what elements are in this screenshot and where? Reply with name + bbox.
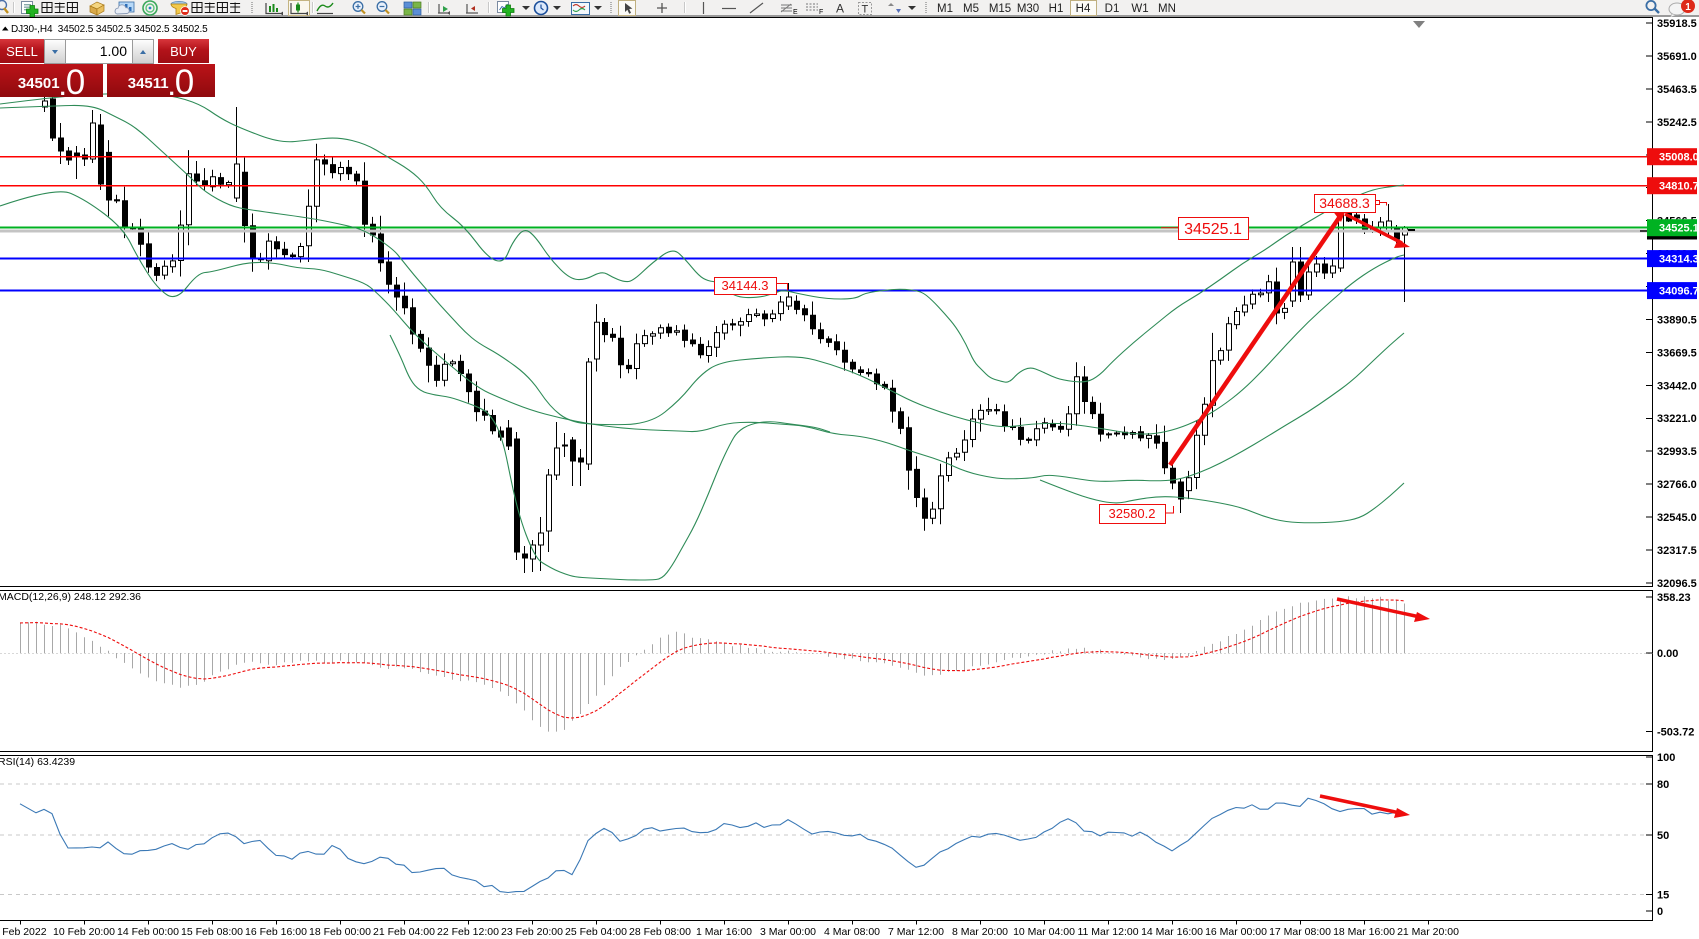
- svg-text:MN: MN: [1158, 3, 1176, 15]
- svg-text:3 Mar 00:00: 3 Mar 00:00: [760, 926, 816, 938]
- svg-text:F: F: [819, 9, 823, 16]
- svg-text:34810.7: 34810.7: [1659, 181, 1699, 193]
- svg-text:M15: M15: [989, 3, 1011, 15]
- svg-text:32317.5: 32317.5: [1657, 545, 1697, 557]
- svg-text:358.23: 358.23: [1657, 592, 1691, 604]
- svg-text:H1: H1: [1049, 3, 1064, 15]
- svg-text:22 Feb 12:00: 22 Feb 12:00: [437, 926, 499, 938]
- svg-text:34525.1: 34525.1: [1184, 221, 1242, 238]
- svg-text:100: 100: [1657, 752, 1675, 764]
- svg-text:4 Mar 08:00: 4 Mar 08:00: [824, 926, 880, 938]
- svg-text:34144.3: 34144.3: [722, 278, 769, 293]
- svg-text:35918.5: 35918.5: [1657, 18, 1697, 30]
- svg-text:RSI(14) 63.4239: RSI(14) 63.4239: [0, 756, 75, 768]
- svg-text:DJ30-,H4 34502.5 34502.5 3450: DJ30-,H4 34502.5 34502.5 34502.5 34502.5: [11, 24, 208, 35]
- svg-text:H4: H4: [1076, 3, 1091, 15]
- svg-text:11 Mar 12:00: 11 Mar 12:00: [1077, 926, 1138, 938]
- svg-text:33890.5: 33890.5: [1657, 314, 1697, 326]
- svg-text:50: 50: [1657, 830, 1669, 842]
- svg-text:T: T: [862, 4, 869, 16]
- svg-text:W1: W1: [1131, 3, 1148, 15]
- svg-text:A: A: [836, 2, 844, 16]
- svg-text:1: 1: [1685, 2, 1691, 13]
- svg-text:10 Mar 04:00: 10 Mar 04:00: [1013, 926, 1075, 938]
- svg-text:34688.3: 34688.3: [1319, 195, 1370, 211]
- svg-text:MACD(12,26,9) 248.12 292.36: MACD(12,26,9) 248.12 292.36: [0, 591, 141, 603]
- svg-text:21 Mar 20:00: 21 Mar 20:00: [1397, 926, 1459, 938]
- svg-text:25 Feb 04:00: 25 Feb 04:00: [565, 926, 627, 938]
- svg-text:15: 15: [1657, 890, 1669, 902]
- svg-text:32993.5: 32993.5: [1657, 446, 1697, 458]
- svg-text:M1: M1: [937, 3, 953, 15]
- svg-text:9 Feb 2022: 9 Feb 2022: [0, 926, 47, 938]
- svg-text:16 Feb 16:00: 16 Feb 16:00: [245, 926, 307, 938]
- svg-text:33221.0: 33221.0: [1657, 413, 1697, 425]
- svg-text:14 Feb 00:00: 14 Feb 00:00: [117, 926, 179, 938]
- svg-text:8 Mar 20:00: 8 Mar 20:00: [952, 926, 1008, 938]
- svg-text:18 Feb 00:00: 18 Feb 00:00: [309, 926, 371, 938]
- svg-text:1 Mar 16:00: 1 Mar 16:00: [696, 926, 752, 938]
- svg-text:35691.0: 35691.0: [1657, 51, 1697, 63]
- svg-text:-503.72: -503.72: [1657, 727, 1694, 739]
- svg-text:0: 0: [1657, 906, 1663, 918]
- svg-text:34525.1: 34525.1: [1659, 223, 1699, 235]
- svg-text:32545.0: 32545.0: [1657, 512, 1697, 524]
- svg-text:23 Feb 20:00: 23 Feb 20:00: [501, 926, 563, 938]
- svg-text:32580.2: 32580.2: [1109, 506, 1156, 521]
- svg-text:17 Mar 08:00: 17 Mar 08:00: [1269, 926, 1331, 938]
- svg-text:14 Mar 16:00: 14 Mar 16:00: [1141, 926, 1203, 938]
- svg-text:35242.5: 35242.5: [1657, 117, 1697, 129]
- svg-text:33669.5: 33669.5: [1657, 347, 1697, 359]
- svg-text:28 Feb 08:00: 28 Feb 08:00: [629, 926, 691, 938]
- svg-text:21 Feb 04:00: 21 Feb 04:00: [373, 926, 435, 938]
- svg-text:33442.0: 33442.0: [1657, 380, 1697, 392]
- svg-text:35463.5: 35463.5: [1657, 84, 1697, 96]
- svg-text:32766.0: 32766.0: [1657, 479, 1697, 491]
- svg-text:10 Feb 20:00: 10 Feb 20:00: [53, 926, 115, 938]
- svg-text:34096.7: 34096.7: [1659, 286, 1699, 298]
- svg-text:32096.5: 32096.5: [1657, 578, 1697, 590]
- svg-text:15 Feb 08:00: 15 Feb 08:00: [181, 926, 243, 938]
- svg-text:7 Mar 12:00: 7 Mar 12:00: [888, 926, 944, 938]
- svg-text:E: E: [793, 9, 798, 16]
- svg-text:80: 80: [1657, 779, 1669, 791]
- svg-text:0.00: 0.00: [1657, 648, 1678, 660]
- svg-text:18 Mar 16:00: 18 Mar 16:00: [1333, 926, 1395, 938]
- svg-text:M5: M5: [963, 3, 979, 15]
- svg-text:D1: D1: [1105, 3, 1120, 15]
- svg-text:34314.3: 34314.3: [1659, 254, 1699, 266]
- svg-text:M30: M30: [1017, 3, 1039, 15]
- svg-text:16 Mar 00:00: 16 Mar 00:00: [1205, 926, 1267, 938]
- svg-text:35008.0: 35008.0: [1659, 152, 1699, 164]
